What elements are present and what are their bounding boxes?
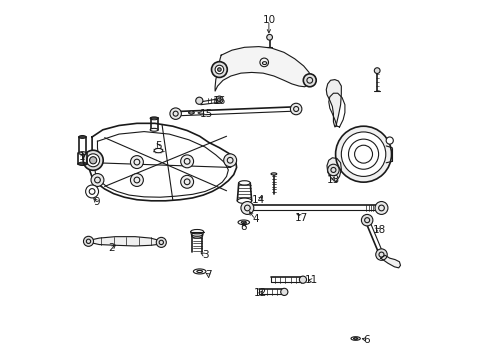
Polygon shape — [215, 46, 311, 91]
Ellipse shape — [79, 152, 86, 154]
Circle shape — [303, 74, 316, 87]
Circle shape — [189, 111, 193, 114]
Circle shape — [83, 236, 93, 246]
Text: 3: 3 — [202, 250, 208, 260]
Text: 2: 2 — [108, 243, 115, 253]
Text: 13: 13 — [326, 175, 339, 185]
Circle shape — [335, 126, 391, 182]
Circle shape — [180, 175, 193, 188]
Circle shape — [89, 157, 97, 164]
Text: 17: 17 — [295, 213, 308, 222]
Text: 6: 6 — [363, 334, 369, 345]
Ellipse shape — [238, 181, 250, 185]
Text: 10: 10 — [262, 15, 275, 26]
Text: 11: 11 — [305, 275, 318, 285]
Polygon shape — [326, 158, 341, 182]
Text: 18: 18 — [371, 225, 385, 235]
Circle shape — [327, 164, 339, 176]
Ellipse shape — [191, 233, 202, 236]
Polygon shape — [380, 255, 400, 268]
Circle shape — [180, 155, 193, 168]
Polygon shape — [325, 80, 341, 127]
Text: 15: 15 — [200, 109, 213, 119]
Circle shape — [83, 150, 103, 170]
Text: 12: 12 — [253, 288, 267, 298]
Circle shape — [217, 68, 221, 71]
Circle shape — [130, 156, 143, 168]
Text: 5: 5 — [155, 141, 162, 151]
Ellipse shape — [150, 129, 158, 131]
Ellipse shape — [350, 337, 360, 340]
Circle shape — [86, 154, 100, 167]
Ellipse shape — [188, 111, 194, 114]
Text: 14: 14 — [252, 195, 265, 205]
Circle shape — [130, 174, 143, 186]
Text: 9: 9 — [93, 197, 100, 207]
Circle shape — [215, 65, 223, 74]
Circle shape — [374, 202, 387, 215]
Circle shape — [290, 103, 301, 115]
Circle shape — [85, 185, 99, 198]
Circle shape — [280, 288, 287, 296]
Ellipse shape — [237, 198, 251, 203]
Circle shape — [354, 337, 356, 339]
Ellipse shape — [238, 220, 249, 225]
Ellipse shape — [154, 148, 163, 153]
Circle shape — [266, 35, 272, 40]
Circle shape — [91, 174, 104, 186]
Polygon shape — [86, 237, 162, 246]
Circle shape — [223, 154, 236, 167]
Circle shape — [375, 249, 386, 260]
Circle shape — [211, 62, 227, 77]
Text: 16: 16 — [212, 96, 225, 106]
Circle shape — [386, 137, 392, 144]
Text: 4: 4 — [251, 215, 258, 224]
Ellipse shape — [193, 269, 205, 274]
Circle shape — [156, 237, 166, 247]
Ellipse shape — [270, 173, 276, 175]
Text: 7: 7 — [205, 270, 211, 280]
Ellipse shape — [192, 234, 202, 238]
Circle shape — [361, 215, 372, 226]
Circle shape — [299, 276, 306, 283]
Circle shape — [341, 132, 385, 176]
Circle shape — [195, 97, 203, 104]
Circle shape — [241, 202, 253, 215]
Circle shape — [215, 96, 223, 103]
Circle shape — [373, 68, 379, 73]
Text: 1: 1 — [79, 152, 85, 162]
Text: 8: 8 — [240, 222, 246, 231]
Circle shape — [169, 108, 181, 120]
